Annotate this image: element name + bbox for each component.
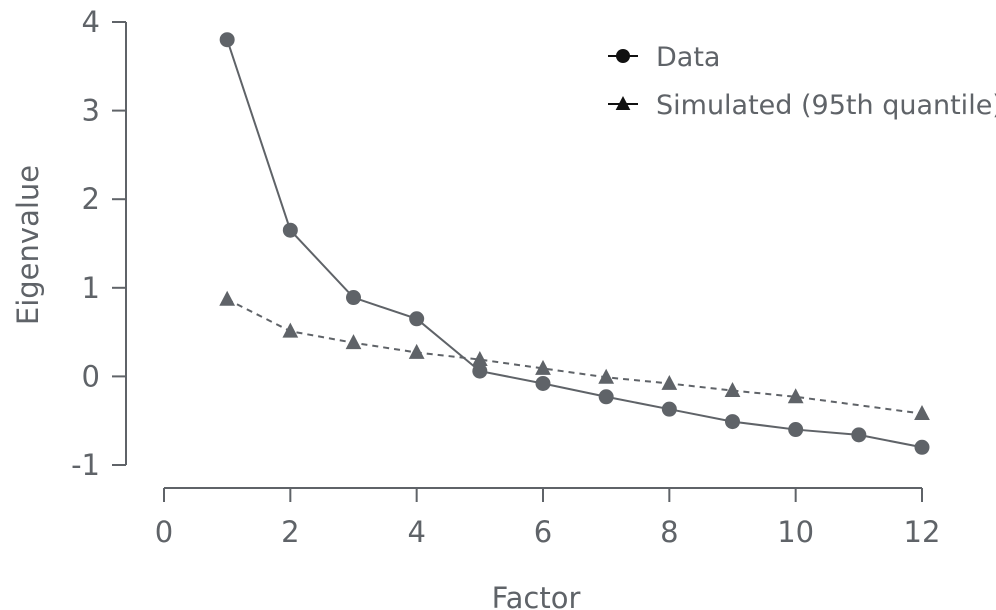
- series-layer: [219, 32, 930, 455]
- y-tick-label: 0: [82, 359, 100, 393]
- simulated-point: [724, 382, 741, 397]
- y-tick-label: 1: [82, 271, 100, 305]
- simulated-point: [282, 322, 299, 338]
- data-point: [661, 401, 677, 417]
- x-tick-label: 6: [534, 515, 552, 549]
- simulated-point: [219, 290, 236, 306]
- data-point: [472, 363, 488, 379]
- y-tick-label: 3: [82, 94, 100, 128]
- y-tick-label: 2: [82, 182, 100, 216]
- data-point: [725, 414, 740, 430]
- simulated-point: [787, 388, 804, 404]
- legend-label-simulated: Simulated (95th quantile): [656, 90, 996, 121]
- y-axis-title: Eigenvalue: [11, 165, 45, 325]
- data-point: [409, 311, 425, 327]
- x-tick-label: 8: [660, 515, 678, 549]
- simulated-point: [914, 405, 930, 421]
- data-point: [788, 422, 804, 438]
- data-point: [914, 439, 930, 455]
- x-tick-label: 2: [281, 515, 299, 549]
- data-point: [282, 222, 298, 238]
- data-series-line: [226, 39, 923, 449]
- x-tick-label: 0: [155, 515, 173, 549]
- y-tick-label: -1: [71, 448, 100, 482]
- x-tick-label: 10: [777, 515, 814, 549]
- data-point: [535, 375, 551, 391]
- simulated-series-line: [226, 298, 923, 415]
- legend: Data Simulated (95th quantile): [608, 42, 996, 121]
- simulated-point: [535, 359, 551, 375]
- data-point: [219, 32, 235, 48]
- simulated-point: [661, 374, 678, 390]
- data-point: [346, 290, 361, 306]
- legend-marker-simulated: [615, 96, 631, 110]
- simulated-point: [598, 368, 615, 384]
- x-axis-title: Factor: [492, 581, 581, 610]
- y-tick-label: 4: [82, 5, 100, 39]
- legend-label-data: Data: [656, 42, 720, 73]
- data-point: [851, 427, 867, 443]
- simulated-point: [345, 334, 362, 350]
- x-tick-label: 12: [904, 515, 941, 549]
- data-point: [598, 389, 614, 405]
- legend-marker-data: [616, 49, 630, 63]
- x-tick-label: 4: [407, 515, 425, 549]
- simulated-point: [471, 351, 488, 366]
- simulated-point: [408, 343, 425, 359]
